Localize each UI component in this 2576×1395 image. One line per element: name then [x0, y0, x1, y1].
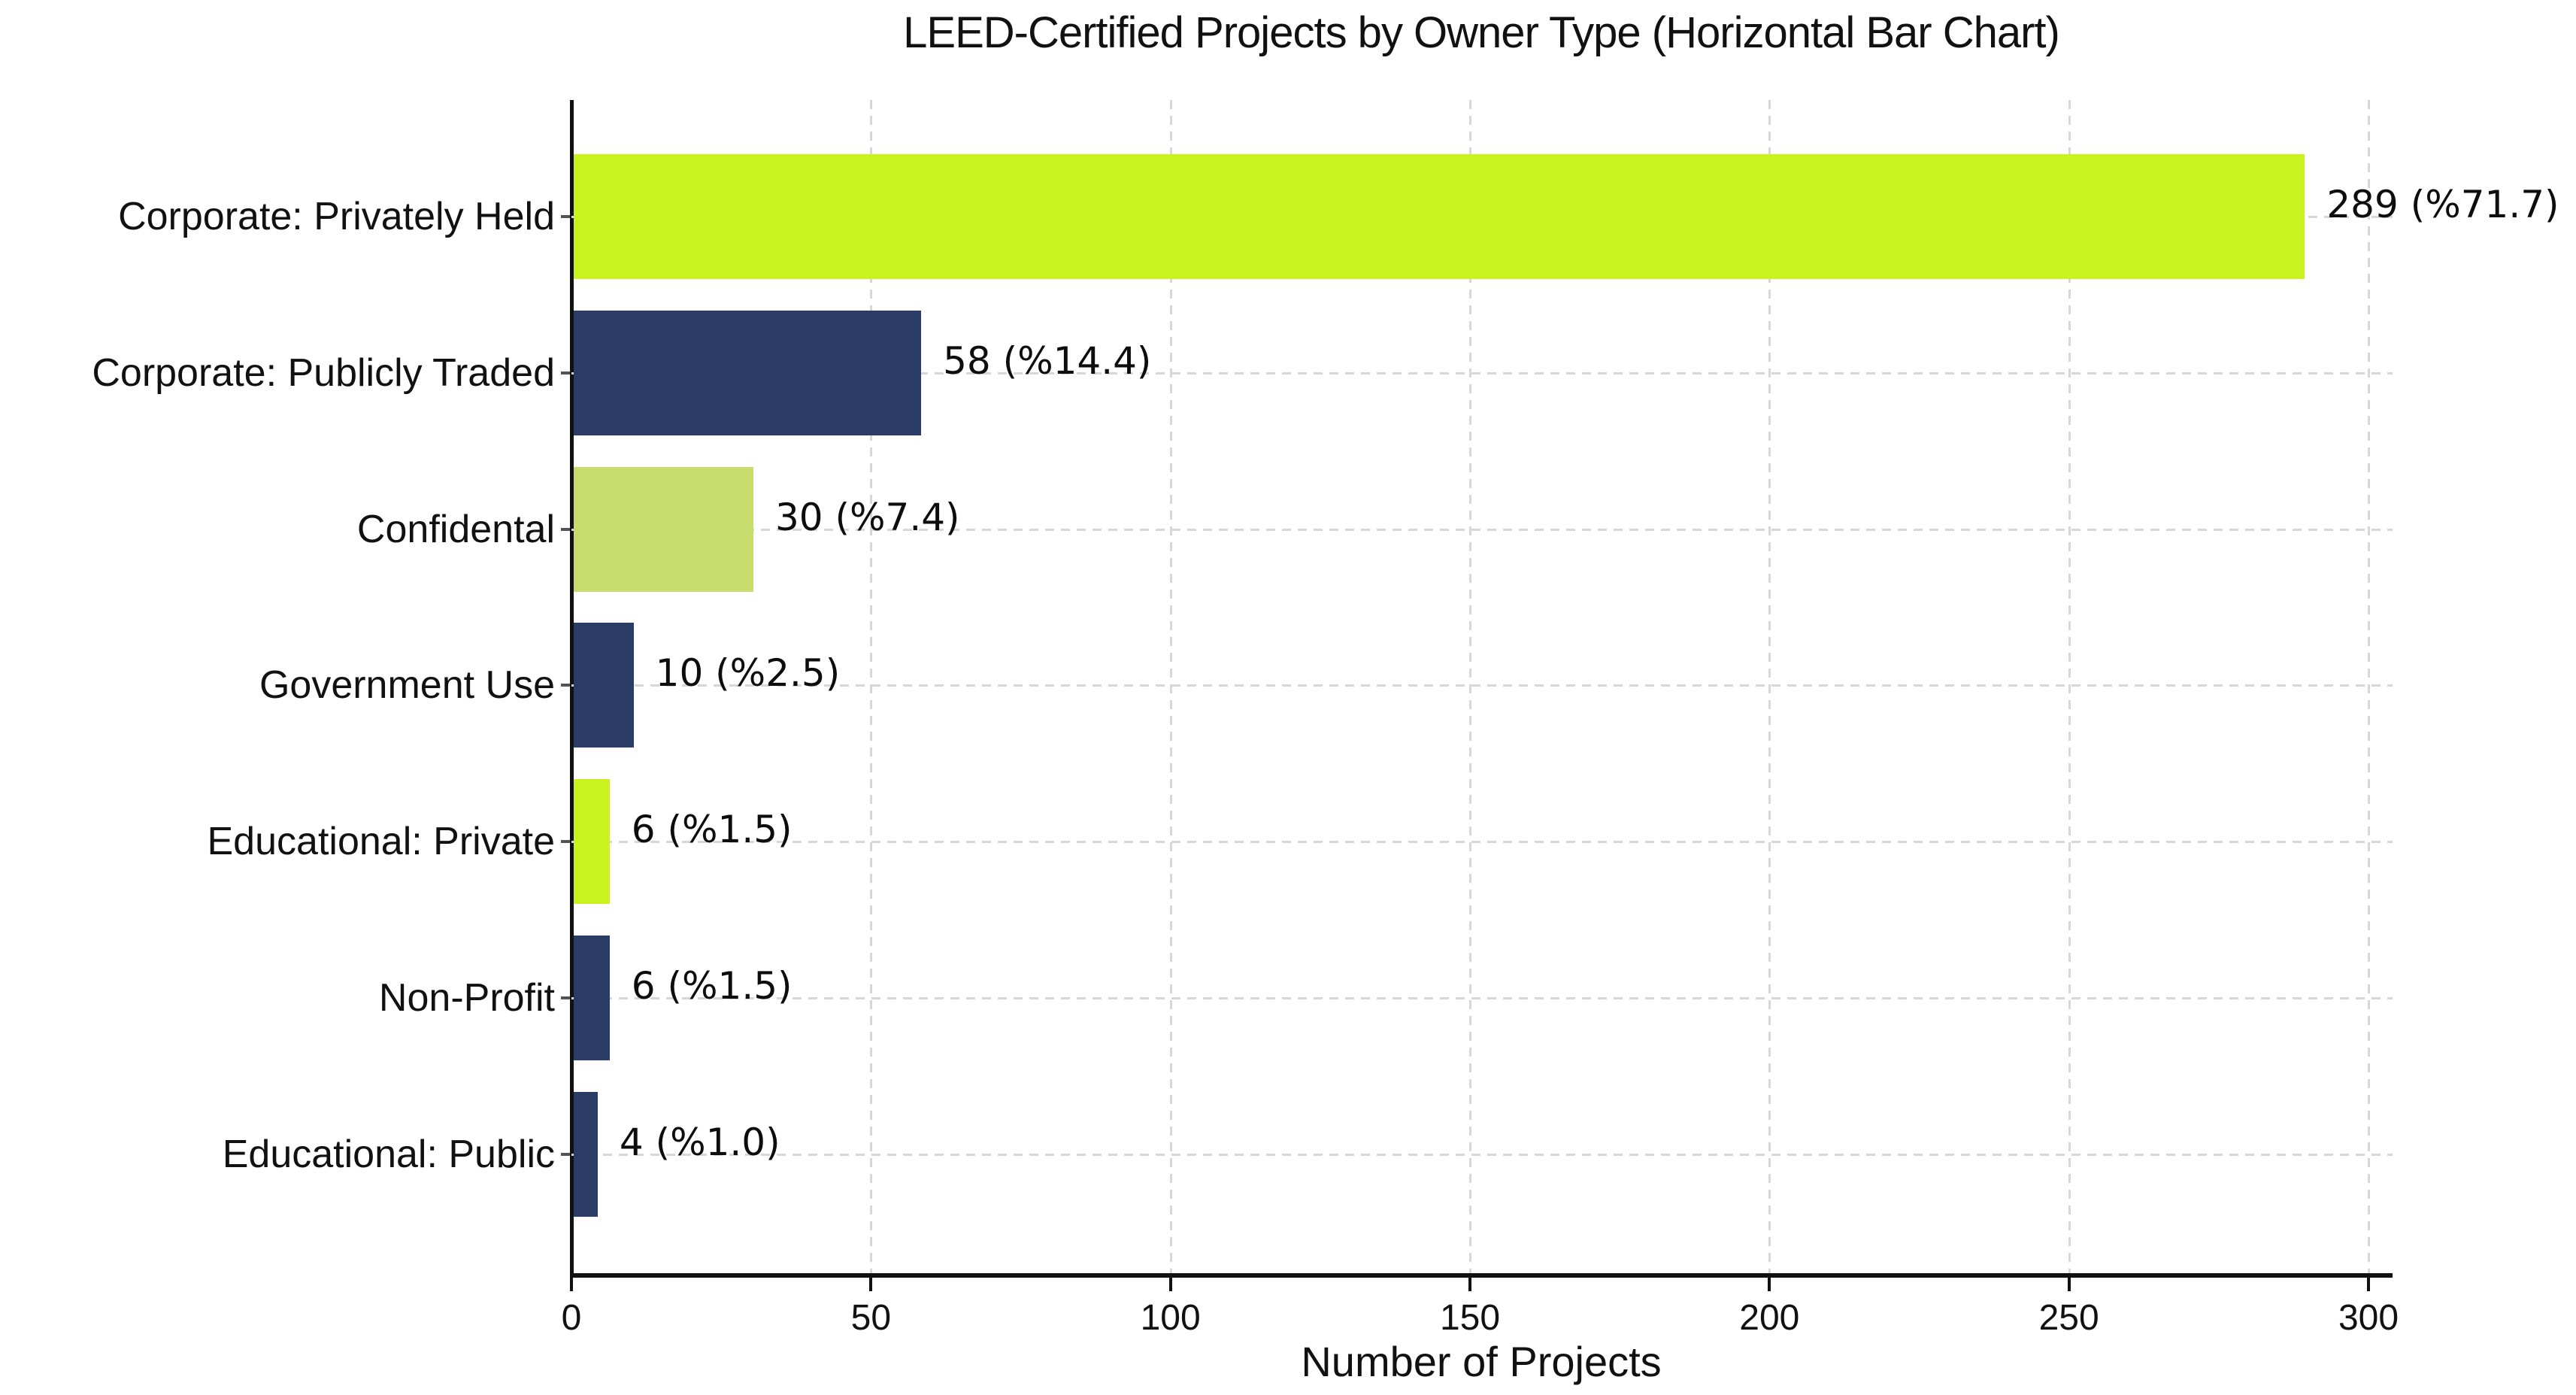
x-axis-tick	[869, 1278, 873, 1291]
y-axis-tick	[561, 527, 571, 531]
bar-value-label: 30 (%7.4)	[775, 495, 960, 539]
bar	[574, 310, 922, 435]
y-axis-tick	[561, 1152, 571, 1156]
category-label: Educational: Public	[222, 1132, 555, 1176]
x-axis-label: Number of Projects	[1301, 1338, 1662, 1385]
y-axis-tick	[561, 996, 571, 999]
x-tick-label: 50	[850, 1298, 892, 1338]
gridline-horizontal	[571, 684, 2393, 687]
bar	[574, 779, 610, 905]
bar-value-label: 6 (%1.5)	[631, 964, 792, 1008]
category-label: Corporate: Publicly Traded	[92, 350, 555, 395]
category-label: Non-Profit	[378, 976, 555, 1020]
chart-title: LEED-Certified Projects by Owner Type (H…	[903, 8, 2060, 57]
x-tick-label: 0	[561, 1298, 582, 1338]
category-label: Government Use	[259, 663, 555, 708]
bar	[574, 936, 610, 1060]
y-axis-tick	[561, 371, 571, 375]
x-axis-tick	[1168, 1278, 1172, 1291]
x-axis-tick	[2067, 1278, 2071, 1291]
x-tick-label: 250	[2038, 1298, 2099, 1338]
bar	[574, 1091, 598, 1217]
bar-value-label: 4 (%1.0)	[619, 1120, 780, 1164]
x-tick-label: 300	[2338, 1298, 2399, 1338]
gridline-horizontal	[571, 841, 2393, 844]
bar-value-label: 58 (%14.4)	[943, 338, 1152, 383]
x-axis-spine	[570, 1273, 2393, 1278]
x-tick-label: 150	[1439, 1298, 1501, 1338]
bar-value-label: 6 (%1.5)	[631, 808, 792, 852]
x-axis-tick	[1768, 1278, 1771, 1291]
gridline-horizontal	[571, 528, 2393, 531]
bar	[574, 154, 2305, 279]
gridline-horizontal	[571, 1153, 2393, 1156]
x-tick-label: 100	[1140, 1298, 1201, 1338]
gridline-horizontal	[571, 997, 2393, 999]
bar-value-label: 289 (%71.7)	[2326, 183, 2559, 226]
category-label: Confidental	[356, 507, 555, 551]
x-axis-tick	[2367, 1278, 2370, 1291]
y-axis-tick	[561, 840, 571, 844]
y-axis-spine	[570, 100, 574, 1278]
gridline-horizontal	[571, 371, 2393, 375]
x-axis-tick	[1468, 1278, 1471, 1291]
bar	[574, 623, 634, 748]
y-axis-tick	[561, 684, 571, 687]
x-axis-tick	[570, 1278, 573, 1291]
bar-value-label: 10 (%2.5)	[655, 651, 841, 696]
y-axis-tick	[561, 215, 571, 218]
x-tick-label: 200	[1739, 1298, 1800, 1338]
category-label: Educational: Private	[207, 820, 556, 864]
bar	[574, 466, 753, 592]
category-label: Corporate: Privately Held	[118, 195, 555, 238]
